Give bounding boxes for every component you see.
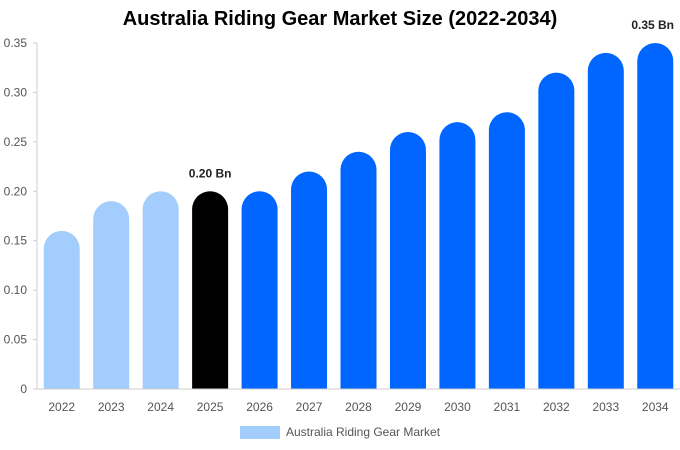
y-tick-label: 0.35 — [4, 36, 28, 50]
bars — [43, 43, 674, 390]
x-tick-label: 2023 — [98, 400, 125, 414]
legend: Australia Riding Gear Market — [0, 425, 680, 439]
bar-2031 — [488, 112, 525, 389]
x-tick-label: 2024 — [147, 400, 174, 414]
x-axis: 2022 2023 2024 2025 2026 2027 2028 2029 2030 2031… — [37, 388, 680, 414]
x-tick-label: 2031 — [494, 400, 521, 414]
x-tick-label: 2027 — [296, 400, 323, 414]
y-tick-label: 0.10 — [4, 283, 28, 297]
x-tick-label: 2026 — [246, 400, 273, 414]
bar-2022 — [43, 230, 80, 389]
bar-2026 — [241, 191, 278, 389]
y-tick-label: 0.30 — [4, 85, 28, 99]
bar-2027 — [291, 171, 328, 389]
bar-2029 — [389, 131, 426, 389]
data-label-2025: 0.20 Bn — [189, 166, 232, 180]
x-tick-label: 2034 — [642, 400, 669, 414]
y-axis: 0 0.05 0.10 0.15 0.20 0.25 0.30 0.35 — [4, 36, 38, 396]
legend-swatch — [239, 425, 280, 439]
y-tick-label: 0 — [20, 382, 27, 396]
bar-2025 — [192, 191, 229, 389]
bar-2034 — [637, 43, 674, 389]
x-tick-label: 2030 — [444, 400, 471, 414]
bar-2033 — [587, 52, 624, 389]
x-tick-label: 2025 — [197, 400, 224, 414]
x-tick-label: 2028 — [345, 400, 372, 414]
x-tick-label: 2032 — [543, 400, 570, 414]
x-tick-label: 2029 — [395, 400, 422, 414]
y-tick-label: 0.15 — [4, 234, 28, 248]
data-label-2034: 0.35 Bn — [631, 18, 674, 32]
bar-2032 — [538, 72, 575, 390]
y-tick-label: 0.05 — [4, 333, 28, 347]
x-tick-label: 2022 — [48, 400, 75, 414]
data-labels: 0.20 Bn 0.35 Bn — [189, 18, 674, 180]
legend-label: Australia Riding Gear Market — [285, 425, 441, 439]
bar-2023 — [93, 201, 130, 389]
y-tick-label: 0.25 — [4, 135, 28, 149]
y-tick-label: 0.20 — [4, 184, 28, 198]
x-tick-label: 2033 — [592, 400, 619, 414]
chart-title: Australia Riding Gear Market Size (2022-… — [122, 8, 558, 30]
bar-2024 — [142, 191, 179, 389]
bar-2028 — [340, 151, 377, 389]
bar-2030 — [439, 122, 476, 390]
